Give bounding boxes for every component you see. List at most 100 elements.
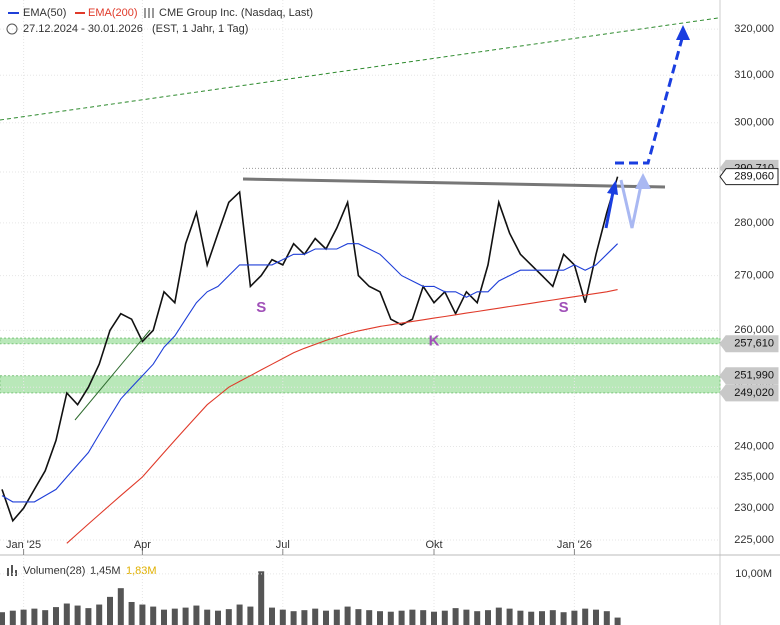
- y-tick-label: 310,000: [734, 69, 774, 81]
- volume-bar: [290, 611, 297, 625]
- legend-label: EMA(200): [88, 7, 138, 19]
- volume-tick-label: 10,00M: [735, 568, 772, 580]
- volume-bar: [323, 610, 329, 625]
- volume-bar: [279, 609, 286, 625]
- volume-bar: [593, 609, 599, 625]
- chart-info: (EST, 1 Jahr, 1 Tag): [152, 23, 248, 35]
- series-line: [1, 243, 618, 503]
- volume-bar: [614, 617, 621, 625]
- x-tick-label: Jul: [276, 539, 290, 551]
- trend-line: [0, 17, 719, 121]
- volume-bar: [463, 609, 470, 625]
- volume-value: 1,45M: [90, 565, 121, 577]
- volume-bar: [193, 605, 200, 625]
- projection-arrow: [615, 34, 685, 165]
- volume-bar: [0, 612, 5, 625]
- x-tick-label: Apr: [134, 539, 151, 551]
- volume-label: Volumen(28): [23, 565, 85, 577]
- arrow-head: [676, 25, 690, 40]
- annotation: K: [429, 333, 440, 350]
- volume-bar: [452, 608, 459, 625]
- volume-bar: [20, 609, 27, 625]
- volume-bar: [301, 610, 308, 625]
- volume-average: 1,83M: [126, 565, 157, 577]
- level-label: 257,610: [734, 338, 774, 350]
- level-box: [719, 335, 779, 353]
- volume-bar: [409, 609, 416, 625]
- pullback-arrow: [619, 179, 644, 229]
- y-tick-label: 300,000: [734, 117, 774, 129]
- volume-bar: [571, 610, 578, 625]
- volume-bar: [582, 608, 589, 625]
- volume-bar: [215, 610, 221, 625]
- trend-line: [74, 329, 151, 421]
- volume-bar: [161, 609, 167, 625]
- volume-bar: [31, 608, 38, 625]
- volume-bar: [312, 608, 319, 625]
- x-tick-label: Jan '25: [6, 539, 41, 551]
- volume-bar: [485, 610, 491, 625]
- volume-bar: [107, 596, 113, 625]
- volume-icon: [7, 565, 17, 576]
- annotation: S: [559, 299, 569, 316]
- support-zone: [0, 375, 721, 394]
- volume-bar: [398, 610, 405, 625]
- volume-bar: [171, 608, 178, 625]
- volume-bar: [539, 611, 545, 625]
- volume-bar: [139, 604, 146, 625]
- volume-bar: [355, 609, 362, 625]
- volume-bar: [85, 608, 92, 625]
- volume-bar: [269, 607, 275, 625]
- volume-bar: [506, 608, 513, 625]
- level-label: 249,020: [734, 387, 774, 399]
- candle-icon: [144, 8, 154, 18]
- volume-bar: [96, 604, 103, 625]
- volume-bar: [528, 611, 535, 625]
- volume-bar: [560, 612, 567, 625]
- volume-bar: [549, 610, 556, 625]
- arrow-head: [607, 180, 618, 195]
- volume-bar: [517, 610, 524, 625]
- x-tick-label: Okt: [425, 539, 442, 551]
- volume-bar: [420, 610, 427, 625]
- level-label: 289,060: [734, 171, 774, 183]
- level-box: [719, 367, 779, 385]
- legend-label: EMA(50): [23, 7, 66, 19]
- volume-bar: [603, 611, 610, 625]
- volume-bar: [333, 609, 340, 625]
- volume-bar: [53, 607, 59, 625]
- volume-bar: [441, 610, 448, 625]
- volume-bar: [247, 606, 254, 625]
- level-box: [719, 384, 779, 402]
- volume-bar: [258, 571, 265, 625]
- volume-bar: [182, 607, 189, 625]
- chart-title: CME Group Inc. (Nasdaq, Last): [159, 7, 313, 19]
- series-line: [1, 176, 619, 523]
- volume-bar: [74, 605, 81, 625]
- y-tick-label: 280,000: [734, 217, 774, 229]
- y-tick-label: 225,000: [734, 534, 774, 546]
- volume-bar: [117, 588, 124, 625]
- clock-icon: [6, 23, 18, 35]
- volume-bar: [431, 611, 437, 625]
- y-tick-label: 320,000: [734, 23, 774, 35]
- level-label: 251,990: [734, 370, 774, 382]
- resistance-line: [242, 177, 666, 189]
- y-tick-label: 260,000: [734, 324, 774, 336]
- level-box: [719, 168, 779, 186]
- y-tick-label: 230,000: [734, 502, 774, 514]
- series-line: [66, 289, 618, 544]
- volume-bar: [225, 609, 232, 625]
- volume-bar: [42, 610, 49, 625]
- volume-bar: [63, 603, 70, 625]
- volume-bar: [150, 606, 157, 625]
- volume-bar: [377, 611, 383, 625]
- annotation: S: [256, 299, 266, 316]
- y-tick-label: 270,000: [734, 270, 774, 282]
- volume-bar: [474, 611, 481, 625]
- x-tick-label: Jan '26: [557, 539, 592, 551]
- volume-bar: [366, 610, 373, 625]
- volume-bar: [495, 607, 502, 625]
- date-range: 27.12.2024 - 30.01.2026: [23, 23, 143, 35]
